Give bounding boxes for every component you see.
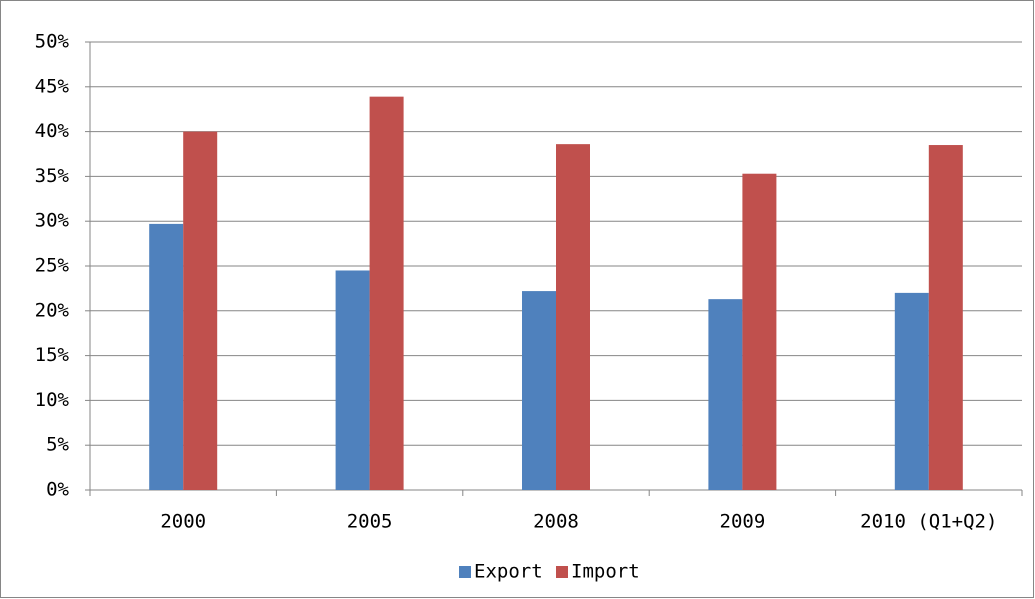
legend-swatch	[556, 566, 568, 578]
bar	[708, 299, 743, 490]
x-tick-label: 2010 (Q1+Q2)	[860, 511, 997, 533]
y-tick-label: 5%	[46, 434, 69, 456]
y-tick-label: 40%	[35, 120, 70, 142]
y-tick-label: 50%	[35, 31, 70, 53]
y-tick-label: 0%	[46, 479, 69, 501]
x-tick-label: 2008	[533, 511, 579, 533]
y-tick-label: 30%	[35, 210, 70, 232]
bar	[369, 96, 404, 490]
x-tick-label: 2009	[720, 511, 766, 533]
bar	[522, 291, 556, 490]
x-tick-label: 2000	[160, 511, 206, 533]
x-tick-label: 2005	[347, 511, 393, 533]
y-tick-label: 25%	[35, 255, 70, 277]
bar	[149, 223, 184, 490]
y-tick-label: 20%	[35, 299, 70, 321]
legend-swatch	[459, 566, 471, 578]
bar	[894, 292, 929, 490]
legend-label: Export	[474, 561, 543, 583]
bar	[183, 131, 218, 490]
y-tick-label: 45%	[35, 75, 70, 97]
bar	[742, 173, 777, 490]
bar	[556, 144, 590, 491]
y-tick-label: 10%	[35, 389, 70, 411]
legend-label: Import	[571, 561, 640, 583]
bar	[335, 270, 370, 490]
bar	[928, 145, 963, 491]
y-tick-label: 35%	[35, 165, 70, 187]
y-tick-label: 15%	[35, 344, 70, 366]
